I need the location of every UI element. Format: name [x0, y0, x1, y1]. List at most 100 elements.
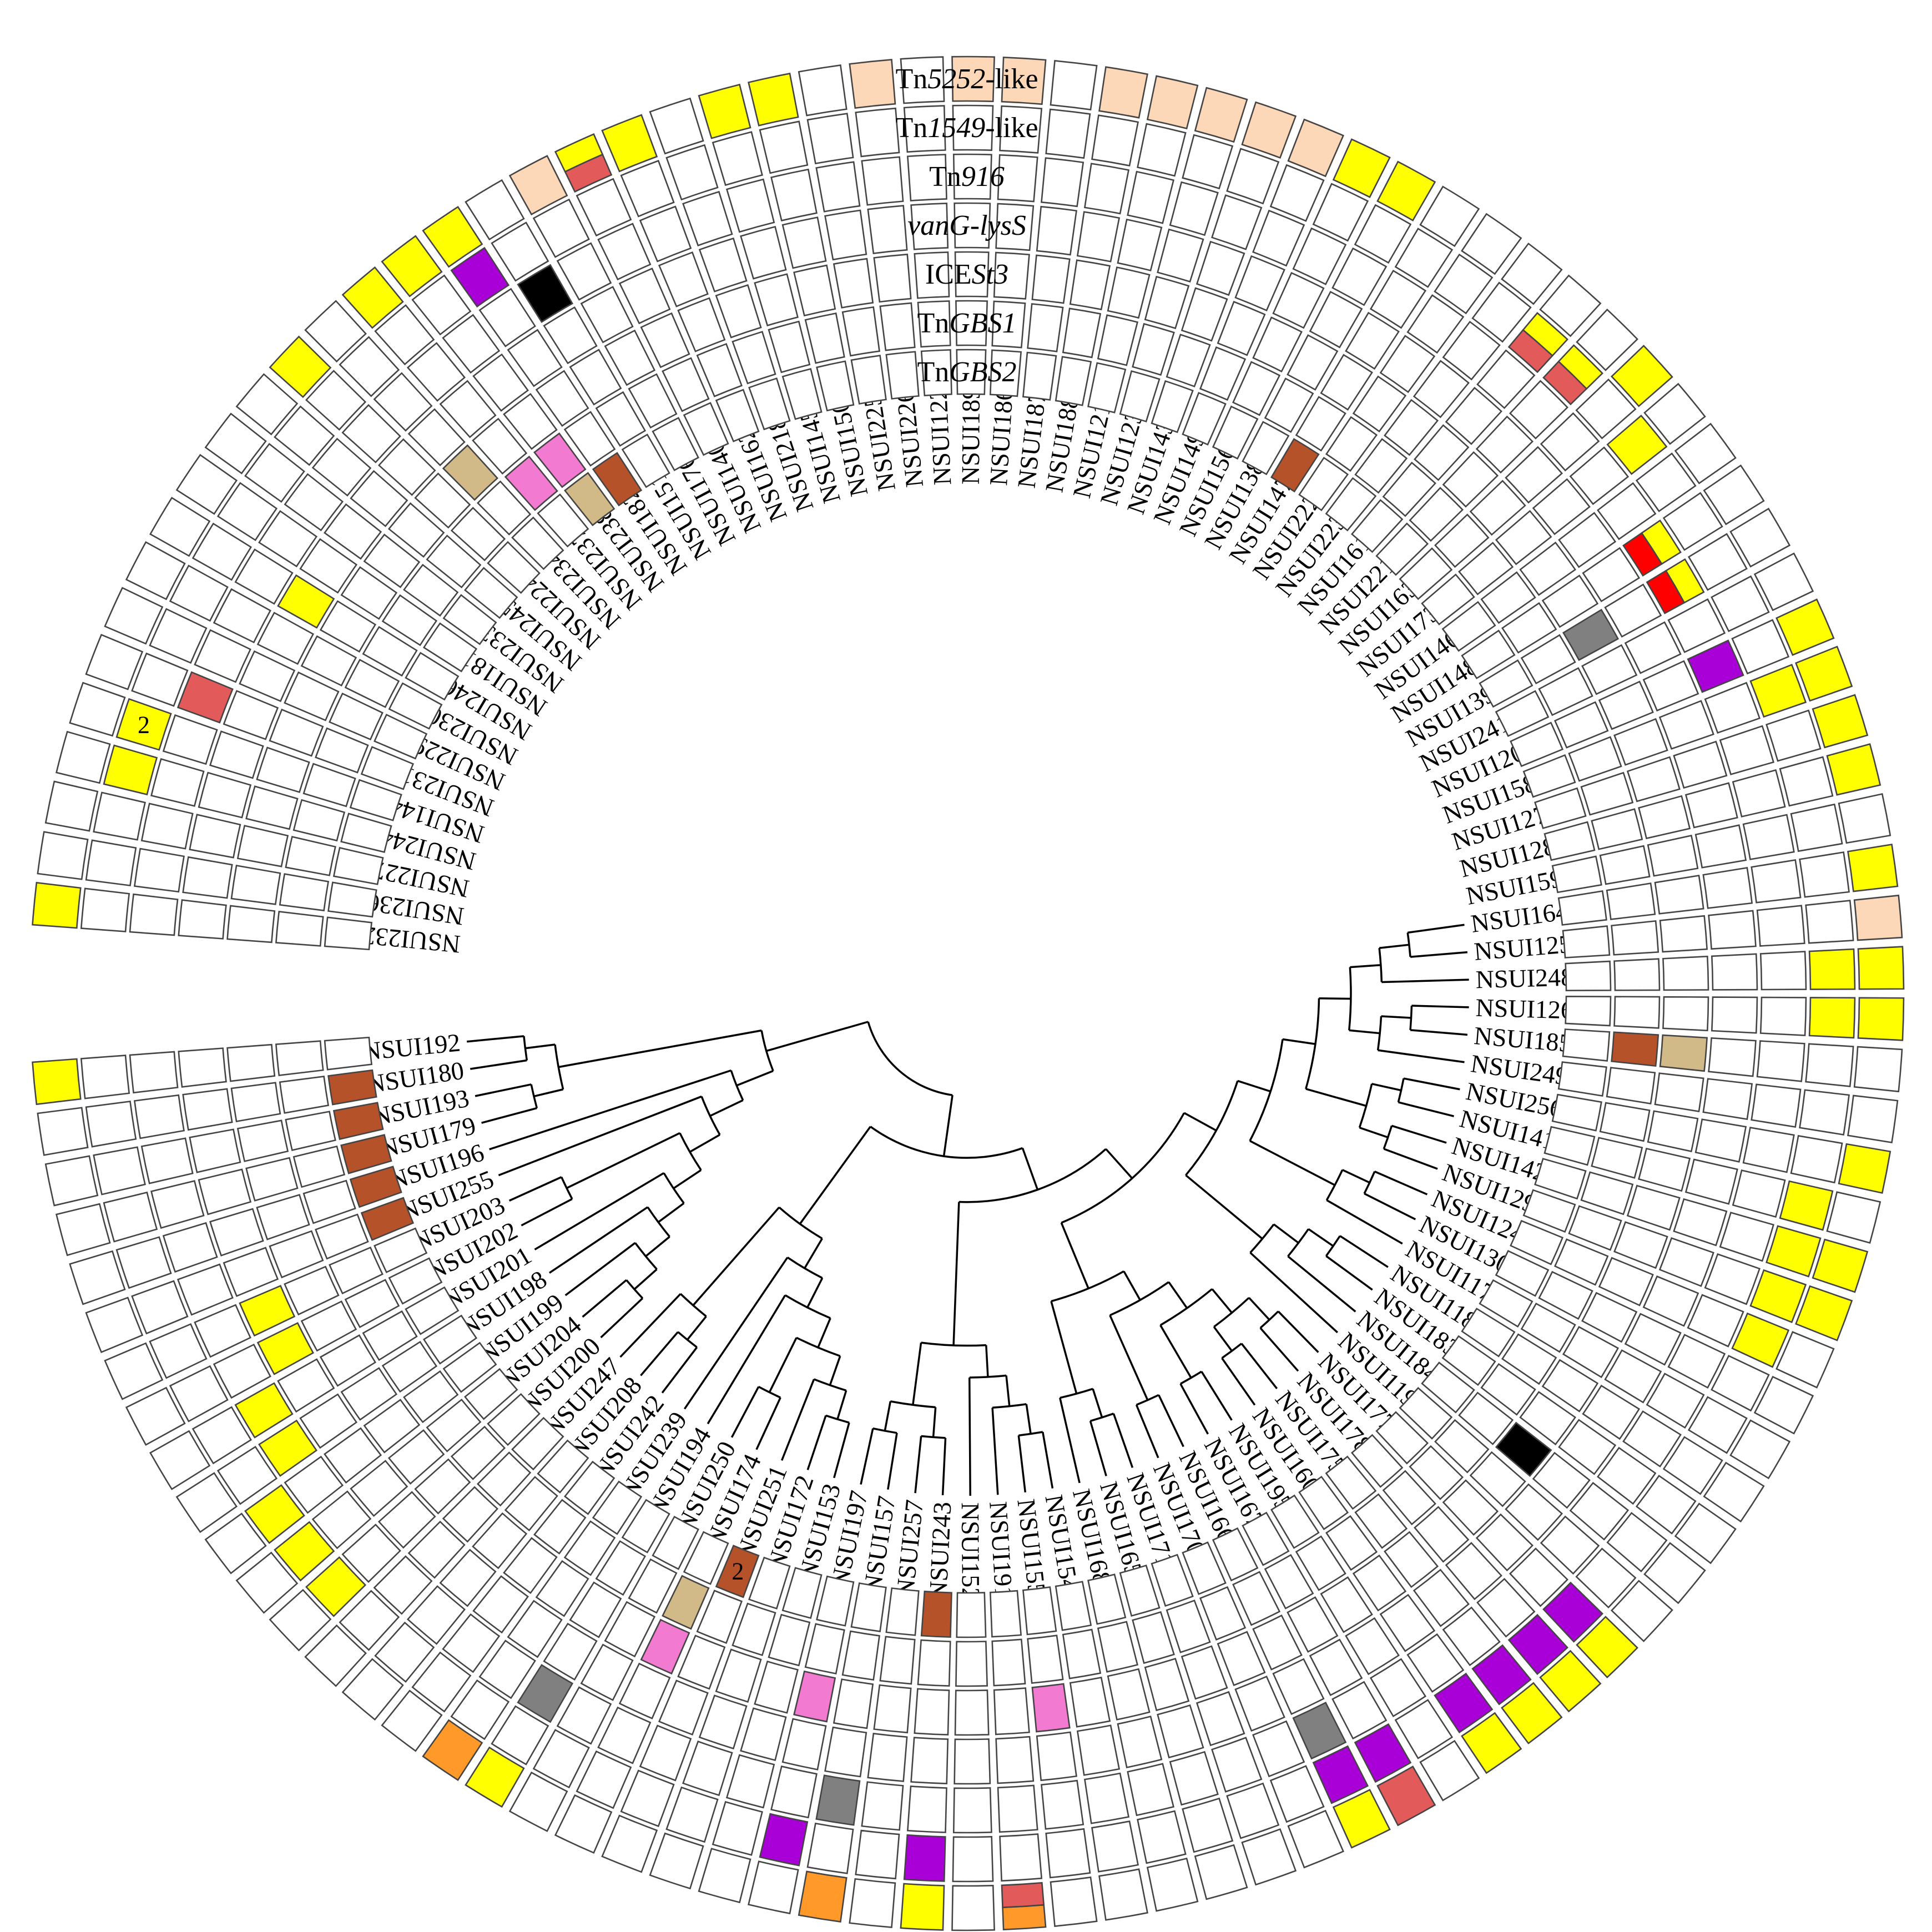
ring-cell — [849, 1878, 896, 1928]
ring-cell — [85, 633, 144, 690]
leaf-label: NSUI191 — [984, 1501, 1018, 1600]
ring-cell — [1413, 360, 1470, 418]
tree-branch — [1282, 1038, 1316, 1045]
ring-cell — [781, 368, 823, 420]
tree-branch — [619, 1293, 682, 1358]
ring-cell — [1169, 181, 1219, 236]
ring-cell — [277, 1358, 335, 1413]
ring-cell — [360, 1197, 415, 1241]
ring-cell — [1604, 1349, 1662, 1404]
ring-cell — [189, 814, 241, 859]
tree-branch — [1135, 1404, 1159, 1459]
ring-cell — [1232, 361, 1281, 416]
ring-cell — [279, 873, 330, 911]
tree-branch — [1273, 1223, 1299, 1244]
tree-arc — [700, 1096, 721, 1136]
ring-cell — [1212, 1527, 1259, 1582]
ring-cell — [595, 391, 647, 447]
tree-branch — [1060, 1222, 1089, 1289]
ring-cell — [324, 1427, 382, 1484]
tree-arc — [1363, 1171, 1376, 1194]
ring-cell — [1674, 1502, 1737, 1565]
ring-cell — [1540, 412, 1600, 472]
ring-cell — [363, 1399, 421, 1454]
tree-branch — [817, 1318, 831, 1348]
ring-label-part: Tn — [917, 307, 949, 339]
tree-branch — [1059, 1398, 1081, 1484]
ring-cell — [1674, 422, 1737, 485]
ring-cell — [230, 864, 281, 905]
ring-cell — [569, 1581, 622, 1638]
ring-cell — [1613, 958, 1661, 991]
ring-label-part: vanG-lysS — [907, 210, 1026, 241]
ring-cell — [1476, 1577, 1536, 1638]
ring-cell — [1445, 386, 1502, 445]
ring-cell — [1062, 307, 1102, 359]
ring-cell — [1217, 1631, 1266, 1687]
ring-cell — [1534, 1158, 1587, 1200]
ring-cell — [1582, 547, 1641, 603]
ring-cell — [824, 1726, 867, 1778]
ring-cell — [754, 273, 799, 327]
ring-cell — [487, 1393, 541, 1446]
ring-cell — [1613, 718, 1668, 766]
ring-cell — [236, 825, 289, 867]
ring-cell — [269, 708, 324, 757]
ring-cell — [1799, 851, 1850, 898]
ring-cell — [476, 480, 532, 536]
ring-cell — [1055, 1581, 1092, 1631]
ring-cell — [997, 154, 1038, 203]
ring-cell — [327, 881, 377, 918]
ring-cell — [1151, 380, 1194, 433]
ring-cell — [595, 1540, 647, 1596]
ring-cell — [1394, 228, 1454, 288]
ring-cell — [256, 1321, 315, 1375]
ring-cell — [1599, 845, 1651, 885]
ring-cell — [1076, 1724, 1121, 1776]
tree-branch — [466, 1035, 524, 1043]
ring-cell — [841, 1630, 880, 1681]
ring-cell — [770, 168, 818, 221]
ring-cell — [329, 692, 384, 740]
ring-cell — [1591, 1137, 1643, 1179]
ring-cell — [279, 1076, 330, 1114]
ring-cell — [324, 1036, 373, 1071]
ring-cell — [1241, 101, 1297, 159]
ring-cell — [597, 223, 652, 281]
ring-cell — [1568, 736, 1622, 782]
ring-cell — [162, 1222, 218, 1273]
ring-cell — [1097, 314, 1139, 366]
ring-cell — [1270, 1494, 1320, 1549]
tree-branch — [548, 1206, 648, 1274]
ring-cell — [1646, 569, 1686, 614]
ring-cell — [292, 1145, 346, 1188]
ring-cell — [1622, 532, 1663, 577]
ring-label-part: 916 — [961, 161, 1005, 193]
ring-cell — [639, 205, 692, 263]
tree-branch — [1349, 1029, 1380, 1035]
ring-cell — [576, 178, 632, 237]
ring-cell — [867, 205, 908, 255]
tree-arc — [921, 1341, 986, 1347]
tree-arc — [1409, 1005, 1413, 1031]
ring-cell — [311, 1490, 372, 1550]
ring-cell — [652, 417, 699, 471]
ring-cell — [1729, 1419, 1791, 1480]
ring-cell — [1501, 1682, 1563, 1744]
tree-arc — [1287, 1228, 1309, 1257]
ring-cell — [1519, 541, 1576, 596]
ring-cell — [350, 470, 408, 527]
ring-cell — [917, 1639, 951, 1687]
ring-cell — [556, 1686, 612, 1745]
ring-cell — [1703, 1461, 1765, 1523]
tree-branch — [600, 1297, 644, 1339]
ring-cell — [373, 1555, 433, 1615]
ring-cell — [1658, 1237, 1714, 1287]
ring-cell — [213, 588, 271, 644]
ring-cell — [903, 1834, 946, 1882]
ring-cell — [442, 444, 498, 501]
ring-cell — [621, 433, 670, 488]
ring-cell — [999, 1833, 1043, 1882]
ring-cell — [989, 1590, 1022, 1638]
ring-cell — [1501, 243, 1563, 305]
